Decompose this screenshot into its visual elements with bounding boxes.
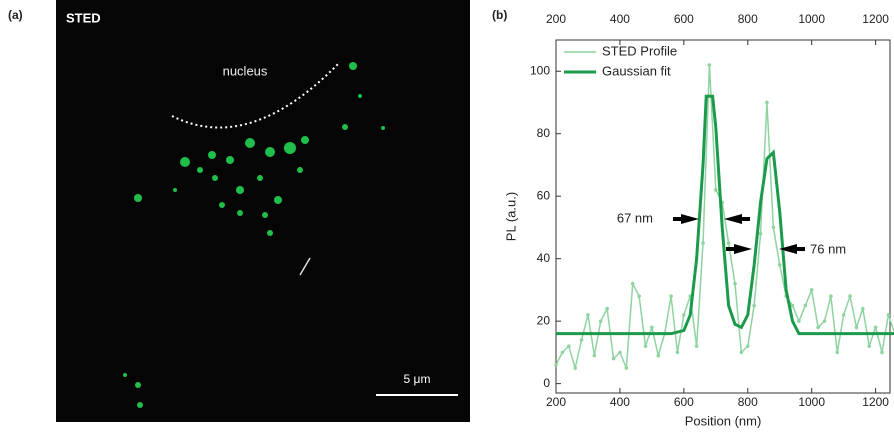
data-point [682, 313, 686, 317]
data-point [841, 313, 846, 317]
data-point [586, 313, 590, 317]
annotation: 67 nm [617, 210, 653, 225]
data-point [592, 353, 597, 358]
y-tick-label: 60 [537, 188, 551, 202]
line-profile [299, 257, 311, 276]
x-top-tick-label: 600 [674, 12, 694, 26]
data-point [880, 350, 884, 355]
plot-frame [555, 39, 891, 394]
x-top-tick-label: 200 [546, 12, 566, 26]
data-point [803, 303, 808, 308]
x-axis-label: Position (nm) [685, 413, 762, 428]
nucleus-outline [171, 61, 341, 129]
y-tick-label: 0 [543, 376, 550, 390]
data-point [854, 325, 859, 330]
data-point [656, 353, 661, 358]
data-point [790, 303, 795, 308]
data-point [605, 306, 609, 311]
data-point [752, 303, 756, 308]
data-point [771, 225, 776, 230]
particles [123, 62, 385, 408]
data-point [573, 366, 577, 370]
x-top-tick-label: 1200 [862, 12, 889, 26]
x-tick-label: 600 [674, 395, 694, 409]
data-point [733, 281, 737, 286]
data-point [701, 241, 705, 245]
scale-label: 5 μm [404, 372, 431, 386]
data-point [650, 325, 654, 330]
data-point [618, 350, 622, 355]
data-point [630, 281, 635, 286]
arrow [724, 214, 750, 224]
data-point [822, 319, 827, 323]
series-line [556, 94, 894, 336]
data-point [637, 294, 641, 298]
data-point [765, 100, 769, 105]
data-point [624, 366, 629, 370]
data-point [816, 325, 820, 330]
data-point [554, 363, 558, 367]
arrow [673, 214, 699, 224]
y-tick-label: 80 [537, 126, 551, 140]
micrograph [56, 0, 470, 422]
legend-label: STED Profile [602, 43, 677, 58]
data-point [714, 188, 718, 192]
data-point [611, 356, 616, 361]
legend-label: Gaussian fit [602, 63, 671, 78]
y-tick-label: 100 [530, 63, 550, 77]
data-point [579, 338, 584, 342]
x-tick-label: 400 [610, 395, 630, 409]
x-top-tick-label: 1000 [798, 12, 825, 26]
arrow [779, 244, 805, 254]
data-point [560, 350, 565, 355]
data-point [739, 350, 744, 355]
x-top-tick-label: 800 [738, 12, 758, 26]
data-point [643, 344, 648, 348]
y-tick-label: 40 [537, 251, 551, 265]
data-point [886, 313, 891, 317]
y-axis-label: PL (a.u.) [503, 192, 518, 241]
annotation: 76 nm [810, 241, 846, 256]
data-point [707, 63, 712, 67]
x-top-tick-label: 400 [610, 12, 630, 26]
data-point [829, 294, 833, 298]
annotation: nucleus [223, 63, 268, 78]
data-point [758, 231, 763, 236]
series-line [555, 64, 894, 371]
y-tick-label: 20 [537, 313, 551, 327]
data-point [566, 344, 571, 348]
data-point [669, 294, 673, 298]
image-title: STED [66, 10, 101, 25]
panel-label: (a) [8, 8, 23, 22]
x-tick-label: 1200 [862, 395, 889, 409]
data-point [777, 263, 782, 267]
data-point [694, 344, 699, 348]
x-tick-label: 200 [546, 395, 566, 409]
data-point [726, 241, 731, 245]
data-point [809, 288, 814, 292]
data-point [867, 344, 872, 348]
panel-label: (b) [492, 8, 507, 22]
data-point [861, 306, 865, 311]
x-tick-label: 800 [738, 395, 758, 409]
data-point [848, 294, 852, 298]
data-point [873, 325, 878, 330]
data-point [797, 319, 801, 323]
data-point [598, 319, 603, 323]
data-point [835, 350, 840, 355]
x-tick-label: 1000 [798, 395, 825, 409]
data-point [745, 344, 750, 348]
data-point [675, 350, 680, 355]
arrow [726, 244, 752, 254]
